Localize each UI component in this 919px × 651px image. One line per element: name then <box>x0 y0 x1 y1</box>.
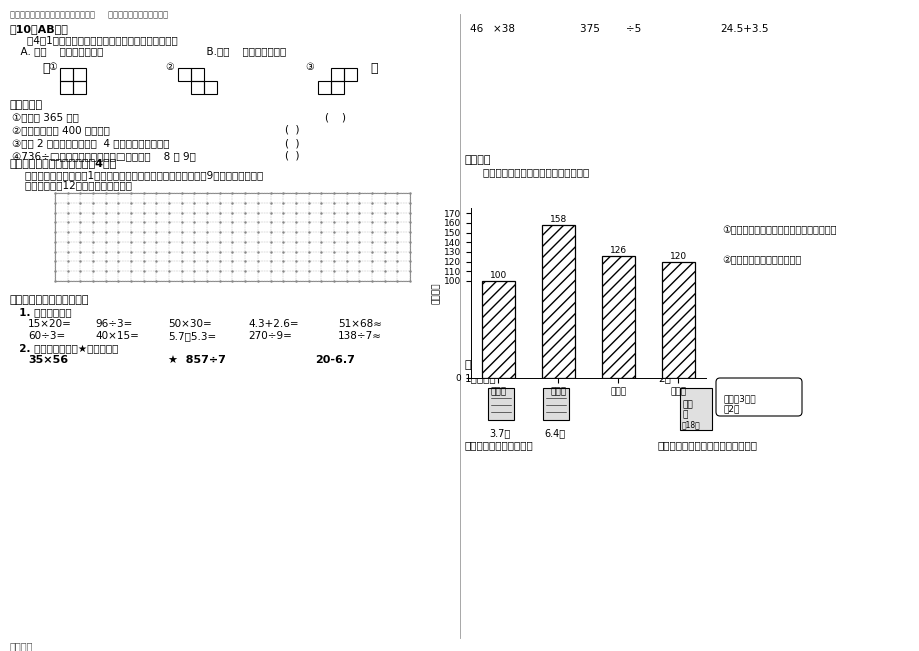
Bar <box>542 388 568 420</box>
Text: 成人服3天，: 成人服3天， <box>723 394 755 403</box>
Text: 138÷7≈: 138÷7≈ <box>337 331 381 341</box>
Text: 灵: 灵 <box>682 410 687 419</box>
Text: 】: 】 <box>369 62 377 75</box>
Text: 五、看清题目，细心计算。: 五、看清题目，细心计算。 <box>10 295 89 305</box>
Text: 【: 【 <box>42 62 50 75</box>
Text: 买这两本书共用多少元？: 买这两本书共用多少元？ <box>464 440 533 450</box>
Bar <box>73 68 85 81</box>
Text: ①: ① <box>48 62 57 72</box>
Text: 6.4元: 6.4元 <box>543 428 564 438</box>
Text: 51×68≈: 51×68≈ <box>337 319 381 329</box>
Text: 三、判断。: 三、判断。 <box>10 100 43 110</box>
Text: （10）AB选题: （10）AB选题 <box>10 24 69 34</box>
Text: 和一个面积为12平方厘米的长方形。: 和一个面积为12平方厘米的长方形。 <box>12 180 131 190</box>
Text: 六、统计: 六、统计 <box>464 155 491 165</box>
FancyBboxPatch shape <box>715 378 801 416</box>
Text: 24.5+3.5: 24.5+3.5 <box>720 24 767 34</box>
Text: B.图（    ）的面积最大。: B.图（ ）的面积最大。 <box>199 46 286 56</box>
Text: ①一年有 365 天。: ①一年有 365 天。 <box>12 112 79 122</box>
Bar <box>191 81 204 94</box>
Text: 学习资料: 学习资料 <box>10 641 33 651</box>
Bar <box>318 81 331 94</box>
Text: 20-6.7: 20-6.7 <box>314 355 355 365</box>
Text: 1. 直接写出得数: 1. 直接写出得数 <box>12 307 72 317</box>
Bar <box>487 388 514 420</box>
Bar <box>541 225 574 378</box>
Text: 服2片: 服2片 <box>723 404 740 413</box>
Text: 375        ÷5: 375 ÷5 <box>579 24 641 34</box>
Text: 40×15=: 40×15= <box>95 331 139 341</box>
Text: 王老师感冒了，这些药够他吃几天？: 王老师感冒了，这些药够他吃几天？ <box>657 440 757 450</box>
Text: 2、: 2、 <box>657 373 670 383</box>
Y-axis label: 数量、本: 数量、本 <box>432 282 441 304</box>
Text: 內18片: 內18片 <box>681 420 700 429</box>
Text: 4.3+2.6=: 4.3+2.6= <box>248 319 299 329</box>
Text: (    ): ( ) <box>324 112 346 122</box>
Bar <box>55 193 410 281</box>
Bar <box>191 68 204 81</box>
Text: ④736÷□，要使商是两位数，□里只可填    8 和 9。: ④736÷□，要使商是两位数，□里只可填 8 和 9。 <box>12 151 196 161</box>
Text: 60÷3=: 60÷3= <box>28 331 65 341</box>
Text: A. 图（    ）的周长最小。: A. 图（ ）的周长最小。 <box>14 46 103 56</box>
Bar <box>204 81 217 94</box>
Text: 158: 158 <box>549 215 566 225</box>
Text: 270÷9=: 270÷9= <box>248 331 291 341</box>
Text: 46   ×38: 46 ×38 <box>470 24 515 34</box>
Text: 用4个1平方厘米的小正方形纸片，拼成如下的图形。: 用4个1平方厘米的小正方形纸片，拼成如下的图形。 <box>14 35 177 45</box>
Text: (  ): ( ) <box>285 138 300 148</box>
Text: 126: 126 <box>609 246 626 255</box>
Bar <box>661 262 694 378</box>
Bar <box>331 81 344 94</box>
Text: 120: 120 <box>669 252 686 261</box>
Text: ②: ② <box>165 62 174 72</box>
Text: 1、买书。: 1、买书。 <box>464 373 496 383</box>
Bar <box>679 388 711 430</box>
Bar <box>177 68 191 81</box>
Text: 3.7元: 3.7元 <box>489 428 510 438</box>
Text: ★  857÷7: ★ 857÷7 <box>168 355 226 365</box>
Text: 下图每个方格表示边长1厘米的正方形，请你分别画出一个面积为9平方厘米的正方形: 下图每个方格表示边长1厘米的正方形，请你分别画出一个面积为9平方厘米的正方形 <box>12 170 263 180</box>
Bar <box>60 68 73 81</box>
Text: 5.7－5.3=: 5.7－5.3= <box>168 331 216 341</box>
Bar <box>60 81 73 94</box>
Text: (  ): ( ) <box>285 151 300 161</box>
Bar <box>73 81 85 94</box>
Bar <box>482 281 515 378</box>
Text: 学习资料收集于网络，仅供学习和参考     如有侵权，请联系网站删除: 学习资料收集于网络，仅供学习和参考 如有侵权，请联系网站删除 <box>10 10 168 19</box>
Text: ③闰年 2 月份出生的孩子每  4 年才能过一个生日。: ③闰年 2 月份出生的孩子每 4 年才能过一个生日。 <box>12 138 169 148</box>
Text: 光明小学图书室上周借阅情况如下图。: 光明小学图书室上周借阅情况如下图。 <box>470 167 588 177</box>
Text: 感冒: 感冒 <box>682 400 693 409</box>
Bar <box>344 68 357 81</box>
Text: ③: ③ <box>305 62 313 72</box>
Text: ①上周科普类比故事类图书多借走多少本？: ①上周科普类比故事类图书多借走多少本？ <box>721 225 835 235</box>
Text: 50×30=: 50×30= <box>168 319 211 329</box>
Text: 15×20=: 15×20= <box>28 319 72 329</box>
Bar <box>331 68 344 81</box>
Text: ②体育场一圈长 400 平方米。: ②体育场一圈长 400 平方米。 <box>12 125 109 135</box>
Text: 35×56: 35×56 <box>28 355 68 365</box>
Text: 七、走进生活，解决问题: 七、走进生活，解决问题 <box>464 360 538 370</box>
Text: 100: 100 <box>489 271 506 281</box>
Text: ②平均每类图书借走多少本？: ②平均每类图书借走多少本？ <box>721 255 800 265</box>
Text: 四、动手实践，大显身手。（4分）: 四、动手实践，大显身手。（4分） <box>10 158 117 168</box>
Text: (  ): ( ) <box>285 125 300 135</box>
Text: 2. 用竖式计算，带★号的要验算: 2. 用竖式计算，带★号的要验算 <box>12 343 119 353</box>
Bar <box>601 256 634 378</box>
Text: 96÷3=: 96÷3= <box>95 319 132 329</box>
